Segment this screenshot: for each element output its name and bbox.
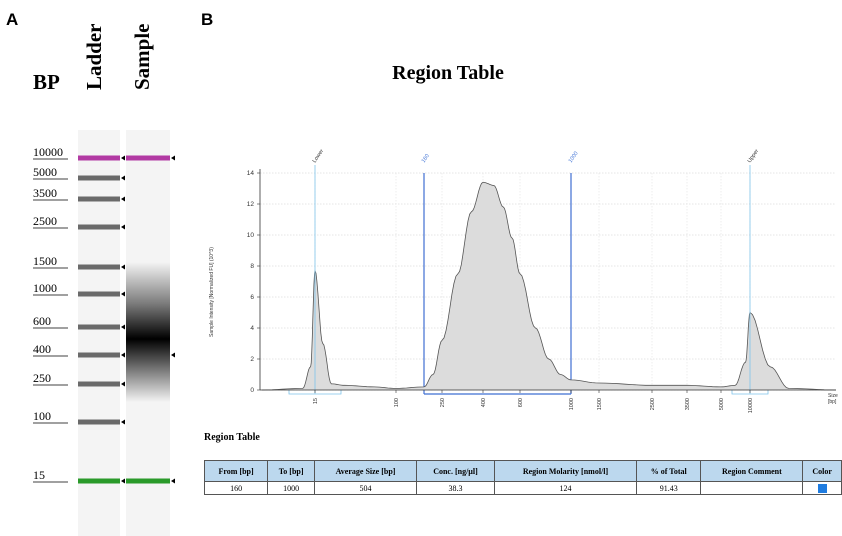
x-tick-label: 1000 [569, 398, 575, 410]
bp-label: 5000 [33, 165, 57, 179]
bp-label: 1500 [33, 254, 57, 268]
sample-band-upper [126, 155, 170, 161]
column-header: Color [802, 460, 842, 482]
sample-smear [126, 262, 170, 402]
table-cell-pct: 91.43 [635, 481, 702, 495]
bp-label: 2500 [33, 214, 57, 228]
x-tick-label: 100 [394, 398, 400, 407]
x-tick-label: 400 [481, 398, 487, 407]
y-tick-label: 4 [250, 325, 254, 332]
x-tick-label: 600 [518, 398, 524, 407]
y-tick-label: 6 [250, 294, 254, 301]
bp-axis-title: BP [33, 70, 60, 94]
chart-title: Region Table [392, 62, 504, 84]
ladder-band [78, 224, 120, 230]
bp-label: 100 [33, 409, 51, 423]
marker-bracket [731, 390, 769, 395]
column-header: % of Total [635, 460, 702, 482]
x-tick-label: 3500 [685, 398, 691, 410]
trace-area [262, 182, 836, 390]
y-tick-label: 10 [247, 232, 255, 239]
ladder-band-arrow [121, 419, 125, 425]
ladder-band [78, 324, 120, 330]
ladder-band-arrow [121, 291, 125, 297]
ladder-band [78, 381, 120, 387]
y-tick-label: 2 [250, 356, 254, 363]
bp-label: 400 [33, 342, 51, 356]
x-tick-label: 250 [440, 398, 446, 407]
bp-label: 600 [33, 314, 51, 328]
table-cell-comment [700, 481, 804, 495]
electropherogram: Lower Upper 160 1000 0 2 4 6 8 10 12 14 15 100 250 400… [209, 148, 838, 413]
bp-label: 10000 [33, 145, 63, 159]
x-tick-label: 1500 [597, 398, 603, 410]
column-header: To [bp] [267, 460, 316, 482]
ladder-band [78, 196, 120, 202]
ladder-band [78, 478, 120, 484]
ladder-band-arrow [121, 224, 125, 230]
y-tick-label: 0 [250, 387, 254, 394]
y-tick-label: 14 [247, 170, 255, 177]
x-axis-title: Size [bp] [828, 393, 838, 405]
ladder-band [78, 419, 120, 425]
ladder-lane [78, 130, 120, 536]
sample-band-arrow [171, 352, 175, 358]
table-cell-color [802, 481, 842, 495]
panel-a-label: A [6, 10, 19, 29]
ladder-band-arrow [121, 324, 125, 330]
x-tick-label: 15 [313, 398, 319, 404]
x-tick-label: 5000 [719, 398, 725, 410]
ladder-band-arrow [121, 478, 125, 484]
region-table: From [bp] To [bp] Average Size [bp] Conc. [… [203, 460, 842, 495]
color-swatch [817, 483, 827, 493]
sample-band-arrow [171, 155, 175, 161]
ladder-band [78, 264, 120, 270]
sample-band-lower [126, 478, 170, 484]
bp-label: 250 [33, 371, 51, 385]
ladder-band [78, 155, 120, 161]
ladder-band-arrow [121, 155, 125, 161]
region-table-heading: Region Table [204, 432, 260, 443]
ladder-band-arrow [121, 196, 125, 202]
region-end-label: 1000 [568, 151, 580, 164]
bp-label: 3500 [33, 186, 57, 200]
y-tick-label: 8 [250, 263, 254, 270]
table-cell-molarity: 124 [493, 481, 638, 495]
panel-b-label: B [201, 10, 214, 29]
gel-image: 10000 5000 3500 2500 1500 1000 600 400 250 100 15 [33, 130, 175, 536]
column-header: Average Size [bp] [314, 460, 417, 482]
ladder-band-arrow [121, 175, 125, 181]
table-cell-conc: 38.3 [416, 481, 495, 495]
y-axis-title: Sample Intensity [Normalized FU] (10^3) [209, 247, 215, 337]
ladder-band [78, 175, 120, 181]
column-header: From [bp] [203, 460, 269, 482]
sample-band-arrow [171, 478, 175, 484]
x-tick-label: 10000 [748, 398, 754, 413]
upper-marker-label: Upper [747, 148, 761, 164]
column-header: Conc. [ng/µl] [416, 460, 495, 482]
table-row: 160 1000 504 38.3 124 91.43 [203, 481, 842, 495]
column-header: Region Comment [700, 460, 804, 482]
ladder-band [78, 352, 120, 358]
lower-marker-label: Lower [312, 148, 326, 164]
bp-label: 1000 [33, 281, 57, 295]
y-tick-label: 12 [247, 201, 255, 208]
table-cell-to: 1000 [267, 481, 316, 495]
ladder-band [78, 291, 120, 297]
x-tick-label: 2500 [650, 398, 656, 410]
table-cell-from: 160 [203, 481, 269, 495]
column-header: Region Molarity [nmol/l] [493, 460, 638, 482]
ladder-band-arrow [121, 381, 125, 387]
table-cell-avg: 504 [314, 481, 417, 495]
bp-label: 15 [33, 468, 45, 482]
ladder-band-arrow [121, 352, 125, 358]
region-start-label: 160 [421, 153, 431, 164]
marker-bracket [288, 390, 342, 395]
ladder-band-arrow [121, 264, 125, 270]
trace-line [261, 181, 837, 391]
